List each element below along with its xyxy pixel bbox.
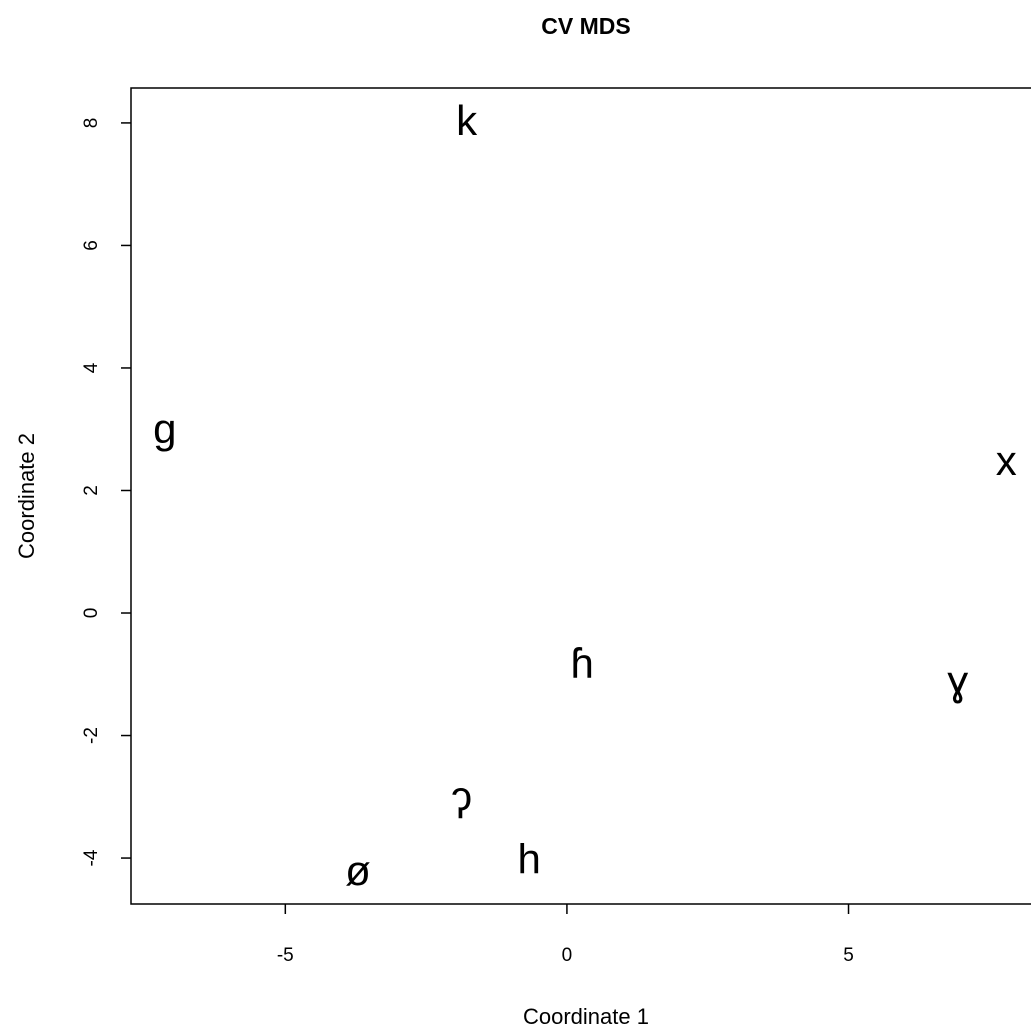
y-axis-label: Coordinate 2 [14, 433, 39, 559]
y-tick-label: 6 [81, 240, 102, 251]
chart-title: CV MDS [541, 13, 630, 39]
x-tick-label: 5 [843, 945, 854, 966]
point-label: ʔ [451, 780, 472, 827]
point-label: k [456, 97, 478, 144]
x-tick-label: 0 [562, 945, 573, 966]
y-tick-label: 0 [81, 608, 102, 619]
y-tick-label: -4 [81, 849, 102, 866]
y-tick-label: -2 [81, 727, 102, 744]
point-label: ɦ [570, 639, 593, 686]
point-label: x [996, 437, 1017, 484]
point-label: h [518, 835, 541, 882]
x-tick-label: -5 [277, 945, 294, 966]
point-label: ɣ [947, 657, 968, 704]
y-tick-label: 4 [81, 362, 102, 373]
y-tick-label: 8 [81, 118, 102, 129]
x-axis-label: Coordinate 1 [523, 1004, 649, 1029]
point-label: ø [345, 847, 371, 894]
point-label: g [153, 405, 176, 452]
y-tick-label: 2 [81, 485, 102, 496]
plot-frame [130, 87, 1031, 905]
